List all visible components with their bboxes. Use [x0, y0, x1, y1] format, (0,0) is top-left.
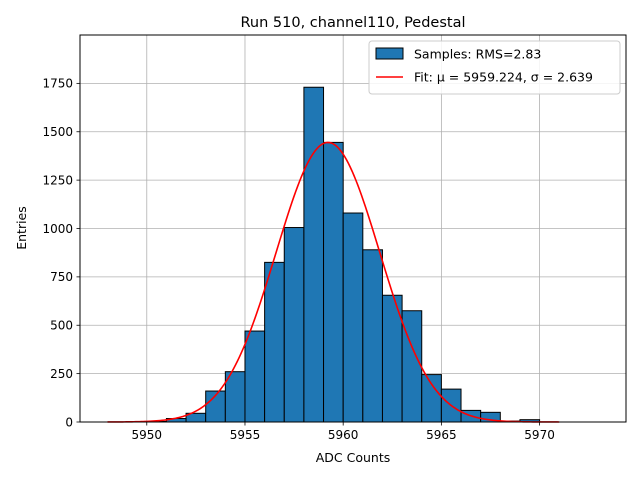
y-tick-label: 1250 — [42, 173, 73, 187]
histogram-bar — [244, 330, 266, 423]
chart-title: Run 510, channel110, Pedestal — [240, 15, 465, 31]
legend-fit-label: Fit: μ = 5959.224, σ = 2.639 — [414, 70, 593, 85]
y-tick-label: 1500 — [42, 125, 73, 139]
legend-histogram-label: Samples: RMS=2.83 — [414, 47, 541, 62]
histogram-bar — [323, 141, 344, 423]
legend-box — [368, 40, 621, 95]
x-axis-label: ADC Counts — [316, 450, 391, 465]
x-axis-ticks: 5950 5955 5960 5965 5970 — [132, 422, 555, 442]
y-tick-label: 250 — [50, 367, 73, 381]
x-tick-label: 5950 — [132, 428, 163, 442]
histogram-bar — [342, 212, 364, 423]
histogram-bar — [421, 374, 442, 423]
gaussian-fit-curve — [107, 141, 560, 423]
histogram-bar — [283, 227, 305, 423]
histogram-bar — [362, 249, 383, 423]
histogram-bar — [303, 86, 325, 423]
y-tick-label: 1750 — [42, 77, 73, 91]
y-axis-label: Entries — [14, 206, 29, 250]
legend-histogram-swatch — [375, 47, 404, 60]
histogram-bar — [264, 261, 285, 423]
x-tick-label: 5970 — [524, 428, 555, 442]
y-axis-ticks: 0 250 500 750 1000 1250 1500 1750 — [42, 77, 80, 429]
x-tick-label: 5955 — [230, 428, 261, 442]
y-tick-label: 1000 — [42, 222, 73, 236]
y-tick-label: 500 — [50, 319, 73, 333]
legend: Samples: RMS=2.83 Fit: μ = 5959.224, σ =… — [368, 40, 621, 95]
x-tick-label: 5965 — [426, 428, 457, 442]
fit-curve-layer — [107, 141, 560, 423]
y-tick-label: 0 — [65, 415, 73, 429]
x-tick-label: 5960 — [328, 428, 359, 442]
y-tick-label: 750 — [50, 270, 73, 284]
